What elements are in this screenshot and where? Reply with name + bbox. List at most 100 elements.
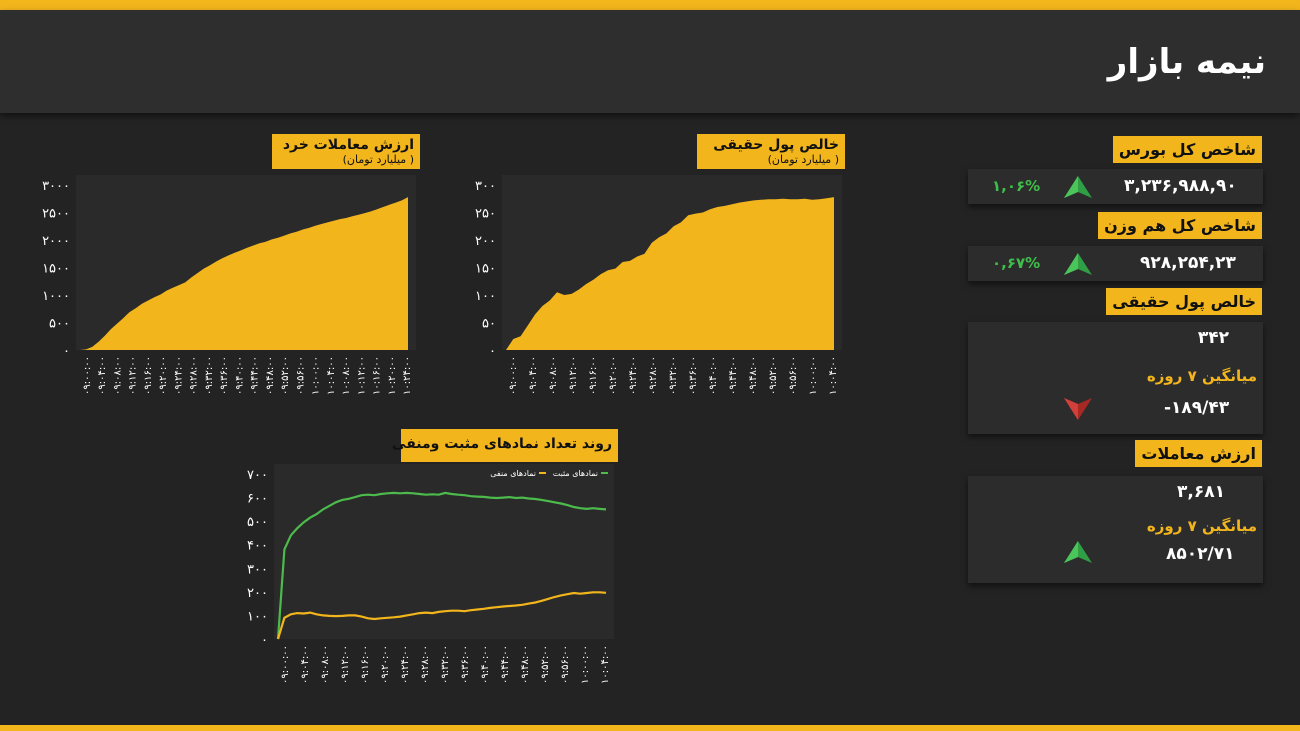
y-tick-label: ۰: [261, 633, 268, 648]
realmoney-panel: ۳۴۲ میانگین ۷ روزه -۱۸۹/۴۳: [968, 322, 1263, 434]
y-tick-label: ۳۰۰: [475, 179, 496, 194]
x-tick-label: ۰۹:۰۴:۰۰: [528, 356, 539, 395]
x-tick-label: ۱۰:۰۰:۰۰: [580, 645, 591, 684]
ew-label: شاخص کل هم وزن: [1098, 212, 1262, 239]
x-tick-label: ۰۹:۳۲:۰۰: [204, 356, 215, 395]
x-tick-label: ۰۹:۳۲:۰۰: [668, 356, 679, 395]
x-tick-label: ۱۰:۲۴:۰۰: [402, 356, 413, 395]
x-tick-label: ۰۹:۵۶:۰۰: [560, 645, 571, 684]
down-arrow-icon: [1064, 398, 1092, 420]
turnover-panel: ۳,۶۸۱ میانگین ۷ روزه ۸۵۰۲/۷۱: [968, 476, 1263, 583]
retail-chart: ۳۰۰۰ ۲۵۰۰ ۲۰۰۰ ۱۵۰۰ ۱۰۰۰ ۵۰۰ ۰ ۰۹:۰۰:۰۰ ۰۹:۰۴:۰۰…: [42, 175, 416, 395]
top-accent-bar: [0, 0, 1300, 10]
x-tick-label: ۰۹:۵۲:۰۰: [280, 356, 291, 395]
y-tick-label: ۲۵۰: [475, 207, 496, 222]
x-tick-label: ۰۹:۳۶:۰۰: [688, 356, 699, 395]
line-series-0: [276, 491, 607, 640]
realmoney-avg-label: میانگین ۷ روزه: [1146, 367, 1257, 385]
x-tick-label: ۰۹:۴۸:۰۰: [265, 356, 276, 395]
area-series: [506, 197, 834, 350]
realmoney-chart-subtitle: ( میلیارد تومان): [767, 153, 839, 166]
x-tick-label: ۰۹:۰۸:۰۰: [112, 356, 123, 395]
ew-value: ۹۲۸,۲۵۴,۲۳: [1140, 253, 1236, 273]
x-tick-label: ۰۹:۴۴:۰۰: [250, 356, 261, 395]
y-tick-label: ۵۰: [482, 317, 496, 332]
y-tick-label: ۴۰۰: [247, 539, 268, 554]
up-arrow-icon: [1064, 253, 1092, 275]
legend-label: نمادهای منفی: [490, 469, 536, 478]
x-tick-label: ۰۹:۰۰:۰۰: [280, 645, 291, 684]
x-tick-label: ۰۹:۲۴:۰۰: [400, 645, 411, 684]
y-tick-label: ۰: [489, 344, 496, 359]
x-tick-label: ۰۹:۱۶:۰۰: [588, 356, 599, 395]
y-tick-label: ۷۰۰: [247, 468, 268, 483]
realmoney-chart: ۳۰۰ ۲۵۰ ۲۰۰ ۱۵۰ ۱۰۰ ۵۰ ۰ ۰۹:۰۰:۰۰ ۰۹:۰۴:۰۰ ۰۹:۰۸:…: [475, 175, 842, 395]
line-series-1: [276, 591, 607, 640]
x-tick-label: ۰۹:۳۶:۰۰: [219, 356, 230, 395]
x-tick-label: ۰۹:۵۲:۰۰: [768, 356, 779, 395]
realmoney-label: خالص پول حقیقی: [1106, 288, 1262, 315]
retail-chart-title-box: ارزش معاملات خرد ( میلیارد تومان): [272, 134, 420, 169]
x-tick-label: ۰۹:۴۴:۰۰: [500, 645, 511, 684]
x-tick-label: ۰۹:۲۸:۰۰: [420, 645, 431, 684]
x-tick-label: ۰۹:۲۸:۰۰: [189, 356, 200, 395]
x-tick-label: ۱۰:۰۴:۰۰: [326, 356, 337, 395]
x-tick-label: ۰۹:۴۰:۰۰: [234, 356, 245, 395]
x-tick-label: ۰۹:۴۰:۰۰: [708, 356, 719, 395]
y-tick-label: ۲۰۰۰: [42, 234, 70, 249]
x-tick-label: ۰۹:۲۰:۰۰: [380, 645, 391, 684]
x-tick-label: ۰۹:۳۲:۰۰: [440, 645, 451, 684]
x-tick-label: ۰۹:۱۲:۰۰: [568, 356, 579, 395]
bottom-accent-bar: [0, 725, 1300, 731]
y-tick-label: ۱۵۰۰: [42, 262, 70, 277]
y-tick-label: ۵۰۰: [247, 515, 268, 530]
x-tick-label: ۰۹:۴۸:۰۰: [520, 645, 531, 684]
symbols-chart: ۷۰۰ ۶۰۰ ۵۰۰ ۴۰۰ ۳۰۰ ۲۰۰ ۱۰۰ ۰ ۰۹:۰۰:۰۰ ۰۹:۰۴:۰۰ ۰۹…: [247, 464, 614, 684]
area-series: [80, 197, 408, 350]
y-tick-label: ۲۰۰: [475, 234, 496, 249]
up-arrow-icon: [1064, 541, 1092, 563]
turnover-avg-label: میانگین ۷ روزه: [1146, 517, 1257, 535]
y-tick-label: ۱۰۰۰: [42, 289, 70, 304]
turnover-avg-value: ۸۵۰۲/۷۱: [1166, 544, 1235, 564]
x-tick-label: ۰۹:۲۴:۰۰: [628, 356, 639, 395]
ew-panel: ۹۲۸,۲۵۴,۲۳ ۰,۶۷%: [968, 246, 1263, 281]
realmoney-avg-value: -۱۸۹/۴۳: [1164, 398, 1230, 418]
x-tick-label: ۰۹:۵۲:۰۰: [540, 645, 551, 684]
realmoney-chart-title-box: خالص پول حقیقی ( میلیارد تومان): [697, 134, 845, 169]
realmoney-chart-title: خالص پول حقیقی: [713, 137, 839, 153]
index-change: ۱,۰۶%: [992, 177, 1041, 195]
retail-chart-title: ارزش معاملات خرد: [282, 137, 414, 153]
x-tick-label: ۰۹:۵۶:۰۰: [295, 356, 306, 395]
x-tick-label: ۰۹:۲۸:۰۰: [648, 356, 659, 395]
x-tick-label: ۰۹:۴۴:۰۰: [728, 356, 739, 395]
x-tick-label: ۱۰:۰۰:۰۰: [808, 356, 819, 395]
x-tick-label: ۰۹:۴۸:۰۰: [748, 356, 759, 395]
y-tick-label: ۰: [63, 344, 70, 359]
x-tick-label: ۰۹:۰۰:۰۰: [508, 356, 519, 395]
index-panel: ۳,۲۳۶,۹۸۸,۹۰ ۱,۰۶%: [968, 169, 1263, 204]
ew-change: ۰,۶۷%: [992, 254, 1041, 272]
x-tick-label: ۰۹:۰۸:۰۰: [320, 645, 331, 684]
page-title: نیمه بازار: [1107, 42, 1266, 82]
x-tick-label: ۱۰:۲۰:۰۰: [387, 356, 398, 395]
index-value: ۳,۲۳۶,۹۸۸,۹۰: [1124, 176, 1237, 196]
x-tick-label: ۰۹:۱۶:۰۰: [143, 356, 154, 395]
header-bar: نیمه بازار: [0, 10, 1300, 113]
symbols-chart-title-box: روند تعداد نمادهای مثبت ومنفی: [392, 429, 618, 462]
y-tick-label: ۲۵۰۰: [42, 207, 70, 222]
x-tick-label: ۰۹:۲۴:۰۰: [173, 356, 184, 395]
y-tick-label: ۱۰۰: [475, 289, 496, 304]
x-tick-label: ۰۹:۰۴:۰۰: [300, 645, 311, 684]
x-tick-label: ۰۹:۲۰:۰۰: [608, 356, 619, 395]
x-tick-label: ۰۹:۲۰:۰۰: [158, 356, 169, 395]
realmoney-value: ۳۴۲: [1197, 328, 1229, 348]
y-tick-label: ۱۰۰: [247, 609, 268, 624]
retail-chart-subtitle: ( میلیارد تومان): [342, 153, 414, 166]
y-tick-label: ۳۰۰۰: [42, 179, 70, 194]
turnover-label: ارزش معاملات: [1135, 440, 1262, 467]
x-tick-label: ۰۹:۴۰:۰۰: [480, 645, 491, 684]
plot-area: [274, 464, 614, 639]
x-tick-label: ۰۹:۰۰:۰۰: [82, 356, 93, 395]
up-arrow-icon: [1064, 176, 1092, 198]
